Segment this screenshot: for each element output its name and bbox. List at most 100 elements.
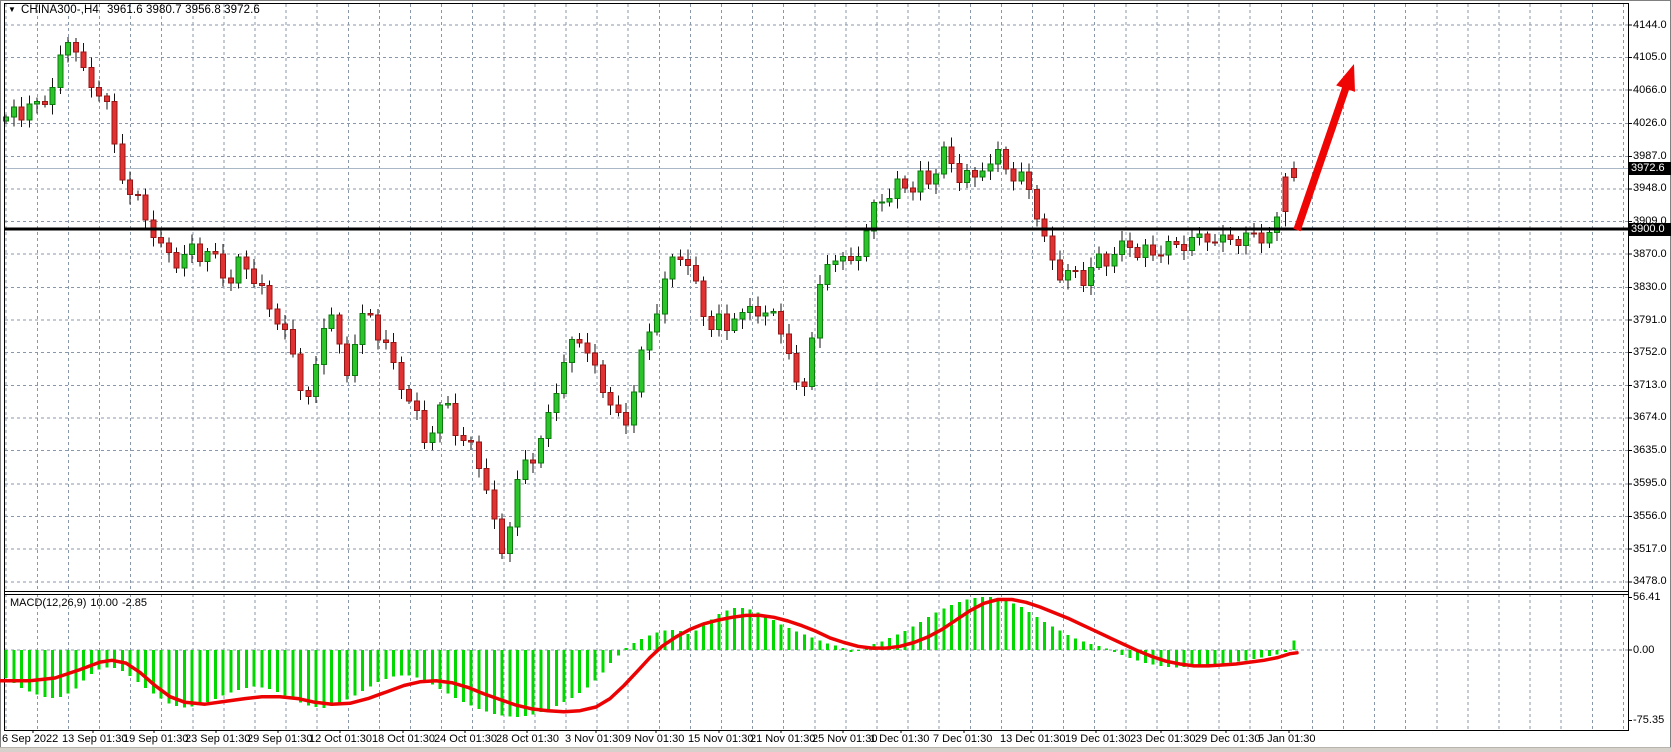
candle [390,342,397,363]
candle [894,178,901,199]
symbol-dropdown-icon[interactable]: ▼ [8,5,17,14]
macd-bar [384,650,388,679]
macd-bar [43,650,47,697]
candle [1243,232,1249,247]
candle [1010,168,1017,182]
macd-bar [51,650,54,699]
candle [762,312,769,317]
macd-bar [841,648,845,650]
macd-bar [702,625,705,650]
candle [367,312,374,316]
candle [669,256,676,280]
macd-bar [190,650,194,707]
macd-bar [1035,616,1039,650]
candle [173,252,180,269]
candle [971,170,978,178]
macd-bar [399,650,403,676]
time-axis-label: 3 Nov 01:30 [565,733,625,745]
macd-bar [1097,646,1101,650]
candle [832,260,839,265]
hline-price-tag: 3900.0 [1629,222,1671,236]
trend-arrow[interactable] [1293,64,1356,232]
macd-bar [826,643,829,650]
macd-bar [423,650,426,681]
macd-bar [1050,626,1054,650]
macd-bar [1128,650,1132,658]
time-axis-label: 19 Sep 01:30 [123,733,189,745]
macd-bar [965,599,969,650]
macd-bar [818,640,822,650]
indicator-main-value: 10.00 [90,597,118,609]
macd-bar [260,650,264,688]
macd-bar [740,607,744,650]
macd-bar [1221,650,1225,664]
macd-bar [221,650,225,696]
macd-bar [1012,603,1015,650]
candle [692,264,699,282]
price-axis-label: 4026.0 [1633,117,1667,130]
macd-bar [167,650,171,704]
candle [716,313,722,331]
candle [258,283,265,286]
macd-bar [291,650,295,699]
candle [979,170,986,178]
candlesticks [3,36,1297,562]
macd-bar [1143,650,1147,663]
macd-bar [764,616,767,650]
candle [855,255,862,261]
time-axis-label: 7 Dec 01:30 [933,733,993,745]
macd-histogram [4,597,1296,718]
macd-bar [229,650,233,693]
candle [1266,231,1273,244]
macd-bar [182,650,186,708]
macd-bar [1190,650,1194,667]
candle [468,439,474,443]
macd-bar [105,650,109,668]
macd-bar [895,634,899,650]
macd-bar [578,650,581,694]
macd-bar [237,650,240,690]
macd-bar [20,650,23,689]
macd-bar [857,650,860,651]
candle [320,327,327,366]
macd-bar [275,650,279,693]
time-axis-label: 24 Oct 01:30 [434,733,497,745]
candle [1258,232,1265,244]
macd-bar [996,598,1000,650]
hline-price-value: 3900.0 [1631,222,1665,235]
candle [576,339,583,344]
indicator-label: MACD(12,26,9) 10.00 -2.85 [10,597,151,609]
macd-bar [1058,630,1062,650]
candle [987,163,994,172]
candle [654,313,660,333]
candle [878,201,885,204]
candle [816,284,823,339]
candle [251,268,257,285]
candle [1196,233,1203,239]
candle [72,41,79,53]
candle [181,253,188,269]
candle [359,312,366,346]
candle [1142,244,1149,258]
macd-bar [640,639,643,650]
candle [1126,240,1133,249]
macd-bar [539,650,543,713]
macd-bar [516,650,519,718]
ohlc-values: 3961.6 3980.7 3956.8 3972.6 [106,4,260,16]
chart-title: ▼ CHINA300-,H4 3961.6 3980.7 3956.8 3972.6 [8,4,260,16]
indicator-axis-label: 56.41 [1633,591,1661,604]
macd-bar [903,630,907,650]
macd-bar [1284,650,1287,653]
candle [204,250,211,263]
macd-signal-line [0,597,1299,714]
indicator-axis-label: 0.00 [1633,644,1655,656]
candle [553,392,560,414]
candle [917,170,924,193]
price-axis-label: 3635.0 [1633,444,1667,457]
price-axis-label: 3674.0 [1633,411,1667,424]
candle [886,197,893,203]
candle [266,284,273,310]
macd-bar [624,648,628,650]
candle [313,364,319,398]
